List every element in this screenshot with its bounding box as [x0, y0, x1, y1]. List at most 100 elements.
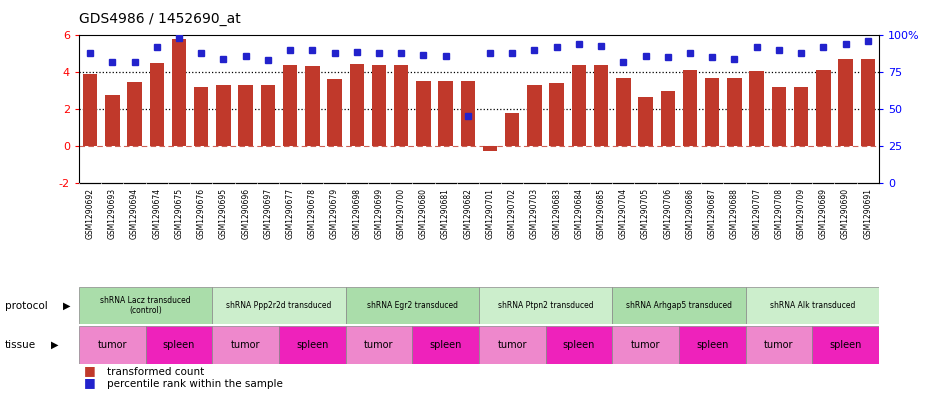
Text: tissue: tissue — [5, 340, 35, 350]
Bar — [612, 326, 679, 364]
Bar — [594, 65, 608, 146]
Text: GSM1290680: GSM1290680 — [418, 188, 428, 239]
Text: GSM1290705: GSM1290705 — [641, 188, 650, 239]
Text: spleen: spleen — [563, 340, 595, 350]
Bar — [372, 65, 386, 146]
Text: ■: ■ — [84, 376, 96, 389]
Bar — [727, 78, 741, 146]
Text: GSM1290701: GSM1290701 — [485, 188, 495, 239]
Bar — [79, 326, 146, 364]
Bar — [212, 326, 279, 364]
Bar — [860, 59, 875, 146]
Bar — [705, 78, 720, 146]
Bar — [460, 81, 475, 146]
Text: GSM1290699: GSM1290699 — [375, 188, 383, 239]
Text: shRNA Egr2 transduced: shRNA Egr2 transduced — [366, 301, 458, 310]
Text: spleen: spleen — [163, 340, 195, 350]
Text: GDS4986 / 1452690_at: GDS4986 / 1452690_at — [79, 12, 241, 26]
Bar — [746, 287, 879, 324]
Text: GSM1290683: GSM1290683 — [552, 188, 561, 239]
Bar — [283, 65, 298, 146]
Text: tumor: tumor — [631, 340, 660, 350]
Text: shRNA Arhgap5 transduced: shRNA Arhgap5 transduced — [626, 301, 732, 310]
Bar — [617, 78, 631, 146]
Bar — [346, 287, 479, 324]
Text: GSM1290682: GSM1290682 — [463, 188, 472, 239]
Bar — [546, 326, 612, 364]
Bar — [417, 81, 431, 146]
Text: GSM1290676: GSM1290676 — [197, 188, 206, 239]
Text: shRNA Lacz transduced
(control): shRNA Lacz transduced (control) — [100, 296, 191, 315]
Bar — [346, 326, 412, 364]
Bar — [212, 287, 346, 324]
Text: tumor: tumor — [498, 340, 527, 350]
Bar — [172, 39, 186, 146]
Bar — [838, 59, 853, 146]
Text: GSM1290679: GSM1290679 — [330, 188, 339, 239]
Text: GSM1290691: GSM1290691 — [863, 188, 872, 239]
Text: percentile rank within the sample: percentile rank within the sample — [107, 379, 283, 389]
Bar — [327, 79, 341, 146]
Bar — [550, 83, 564, 146]
Text: GSM1290675: GSM1290675 — [175, 188, 183, 239]
Bar — [479, 326, 546, 364]
Text: GSM1290674: GSM1290674 — [153, 188, 161, 239]
Text: GSM1290694: GSM1290694 — [130, 188, 140, 239]
Bar — [305, 66, 320, 146]
Bar — [394, 65, 408, 146]
Text: spleen: spleen — [696, 340, 728, 350]
Bar — [638, 97, 653, 146]
Text: tumor: tumor — [231, 340, 260, 350]
Bar — [150, 63, 164, 146]
Text: GSM1290688: GSM1290688 — [730, 188, 739, 239]
Text: GSM1290709: GSM1290709 — [797, 188, 805, 239]
Bar — [527, 85, 541, 146]
Bar — [483, 146, 498, 151]
Text: GSM1290700: GSM1290700 — [397, 188, 405, 239]
Text: GSM1290684: GSM1290684 — [575, 188, 583, 239]
Bar — [679, 326, 746, 364]
Text: GSM1290681: GSM1290681 — [441, 188, 450, 239]
Text: GSM1290687: GSM1290687 — [708, 188, 717, 239]
Text: ▶: ▶ — [51, 340, 59, 350]
Bar — [746, 326, 812, 364]
Bar — [217, 85, 231, 146]
Bar — [817, 70, 830, 146]
Bar — [83, 74, 98, 146]
Text: spleen: spleen — [296, 340, 328, 350]
Bar — [279, 326, 346, 364]
Bar — [794, 87, 808, 146]
Bar — [194, 87, 208, 146]
Text: GSM1290703: GSM1290703 — [530, 188, 539, 239]
Text: GSM1290698: GSM1290698 — [352, 188, 361, 239]
Text: GSM1290696: GSM1290696 — [241, 188, 250, 239]
Text: GSM1290706: GSM1290706 — [663, 188, 672, 239]
Text: GSM1290692: GSM1290692 — [86, 188, 95, 239]
Bar — [127, 83, 141, 146]
Bar — [683, 70, 698, 146]
Bar — [105, 95, 120, 146]
Text: tumor: tumor — [365, 340, 393, 350]
Text: tumor: tumor — [764, 340, 793, 350]
Text: shRNA Ptpn2 transduced: shRNA Ptpn2 transduced — [498, 301, 593, 310]
Bar — [772, 87, 786, 146]
Text: GSM1290678: GSM1290678 — [308, 188, 317, 239]
Text: GSM1290702: GSM1290702 — [508, 188, 517, 239]
Text: spleen: spleen — [830, 340, 862, 350]
Bar — [438, 81, 453, 146]
Text: GSM1290677: GSM1290677 — [286, 188, 295, 239]
Text: protocol: protocol — [5, 301, 47, 310]
Text: GSM1290686: GSM1290686 — [685, 188, 695, 239]
Text: GSM1290685: GSM1290685 — [597, 188, 605, 239]
Bar — [238, 85, 253, 146]
Text: GSM1290707: GSM1290707 — [752, 188, 761, 239]
Bar — [505, 113, 520, 146]
Text: spleen: spleen — [430, 340, 462, 350]
Bar — [612, 287, 746, 324]
Bar — [350, 64, 364, 146]
Text: GSM1290697: GSM1290697 — [263, 188, 272, 239]
Text: tumor: tumor — [98, 340, 127, 350]
Bar — [812, 326, 879, 364]
Bar — [146, 326, 212, 364]
Text: transformed count: transformed count — [107, 367, 205, 377]
